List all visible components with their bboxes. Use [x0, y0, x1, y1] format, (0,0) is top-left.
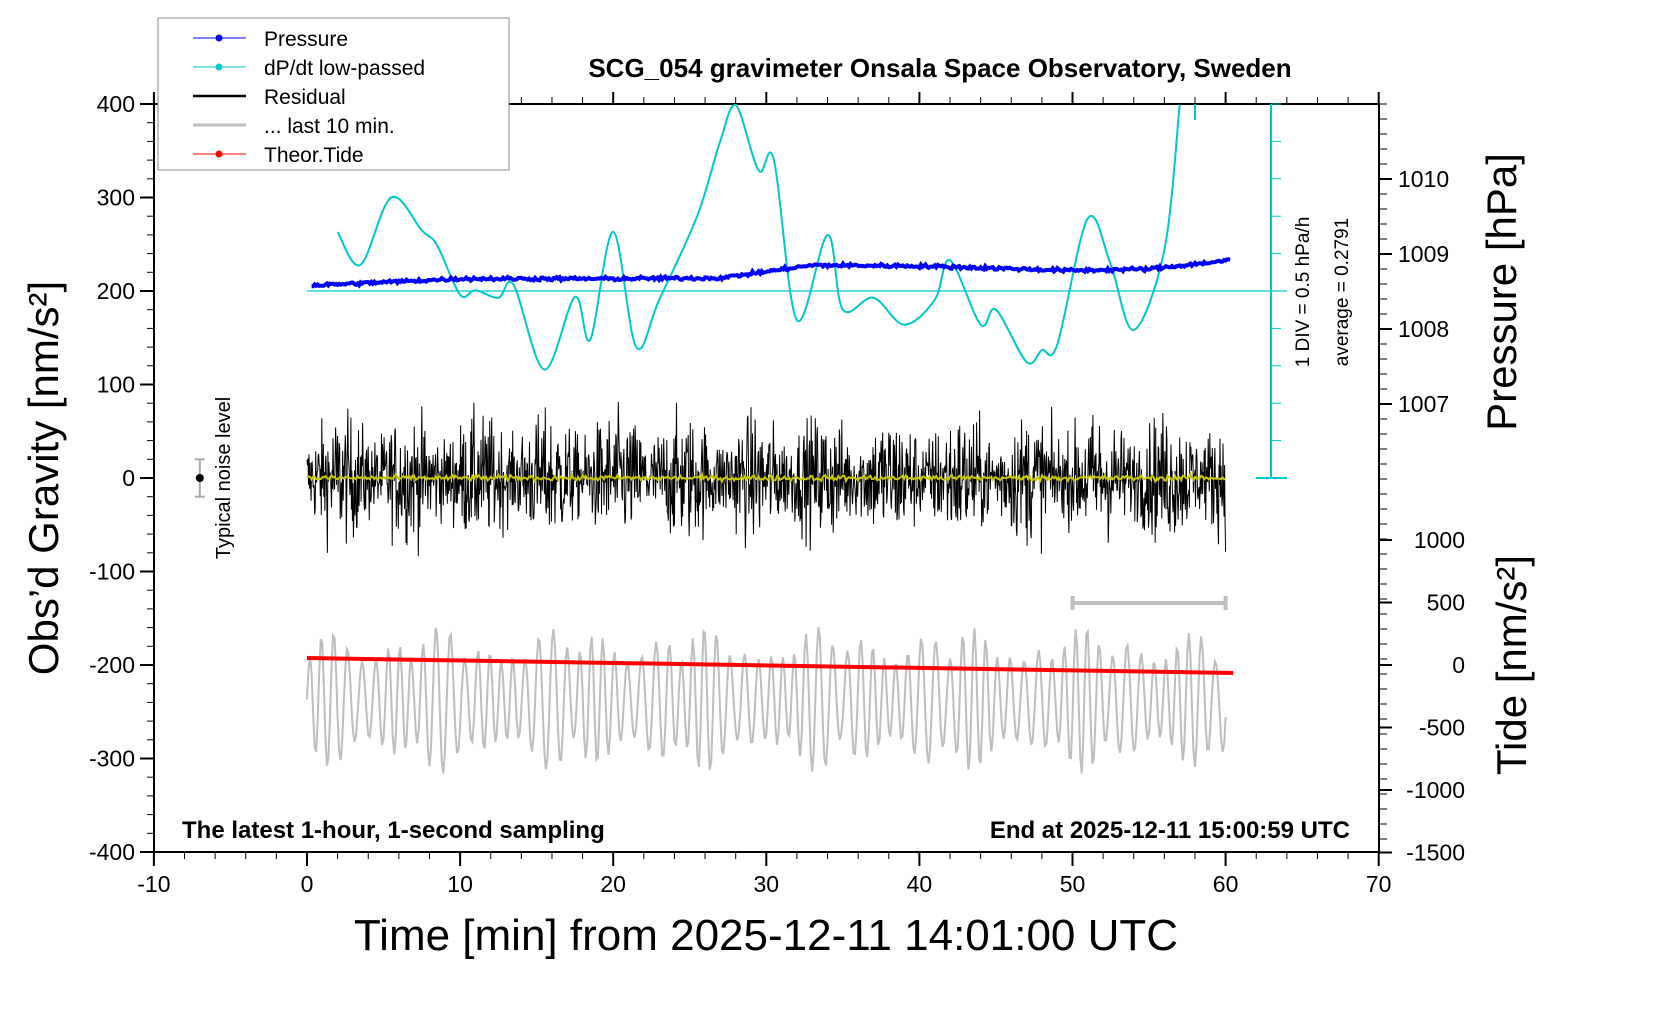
y-tick-label: -300: [89, 746, 135, 772]
pressure-tick-label: 1010: [1398, 166, 1449, 192]
y-tick-label: -200: [89, 652, 135, 678]
x-tick-label: 20: [600, 871, 626, 897]
tide-line: [306, 656, 1234, 675]
residual-line: [306, 401, 1227, 557]
y-tick-label: 200: [97, 278, 135, 304]
dpdt-line: [336, 103, 1181, 371]
x-tick-label: 0: [301, 871, 314, 897]
noise-point: [195, 474, 204, 482]
legend-label: dP/dt low-passed: [264, 57, 425, 80]
x-tick-label: -10: [137, 871, 170, 897]
x-axis-label: Time [min] from 2025-12-11 14:01:00 UTC: [354, 911, 1178, 960]
pressure-tick-label: 1007: [1398, 391, 1449, 417]
tide-axis-label: Tide [nm/s²]: [1488, 555, 1535, 775]
x-tick-label: 60: [1213, 871, 1239, 897]
div-label: 1 DIV = 0.5 hPa/h: [1293, 217, 1314, 368]
pressure-tick-label: 1009: [1398, 241, 1449, 267]
y-tick-label: 0: [122, 465, 135, 491]
noise-label: Typical noise level: [213, 397, 235, 559]
x-tick-label: 10: [447, 871, 473, 897]
legend-marker: [215, 63, 223, 71]
sampling-note: The latest 1-hour, 1-second sampling: [182, 817, 605, 844]
tide-tick-label: 1000: [1414, 527, 1465, 553]
x-tick-label: 50: [1060, 871, 1086, 897]
legend-label: Theor.Tide: [264, 144, 364, 167]
legend-label: ... last 10 min.: [264, 115, 395, 138]
tide-tick-label: 500: [1427, 590, 1465, 616]
residual-lowpass-line: [306, 470, 1226, 485]
y-axis-label: Obs’d Gravity [nm/s²]: [20, 281, 67, 675]
pressure-tick-label: 1008: [1398, 316, 1449, 342]
x-tick-label: 30: [754, 871, 780, 897]
end-time-note: End at 2025-12-11 15:00:59 UTC: [990, 817, 1350, 844]
chart-title: SCG_054 gravimeter Onsala Space Observat…: [588, 53, 1291, 83]
x-tick-label: 40: [907, 871, 933, 897]
y-tick-label: 100: [97, 372, 135, 398]
tide-tick-label: -500: [1419, 715, 1465, 741]
legend-label: Residual: [264, 86, 346, 109]
y-tick-label: -100: [89, 559, 135, 585]
x-tick-label: 70: [1366, 871, 1392, 897]
tide-tick-label: -1000: [1406, 777, 1465, 803]
legend-marker: [215, 150, 223, 158]
legend: Pressure dP/dt low-passed Residual ... last…: [157, 17, 510, 171]
y-tick-label: 400: [97, 91, 135, 117]
tide-tick-label: 0: [1452, 652, 1465, 678]
pressure-axis-label: Pressure [hPa]: [1478, 153, 1525, 431]
y-tick-label: -400: [89, 839, 135, 865]
tide-tick-label: -1500: [1406, 840, 1465, 866]
last10-line: [306, 627, 1227, 774]
average-label: average = 0.2791: [1332, 218, 1353, 366]
pressure-line: [311, 257, 1231, 289]
legend-label: Pressure: [264, 28, 348, 51]
legend-marker: [215, 34, 223, 42]
y-tick-label: 300: [97, 185, 135, 211]
